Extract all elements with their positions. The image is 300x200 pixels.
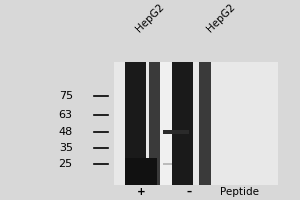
Text: HepG2: HepG2 (134, 2, 166, 34)
Bar (164, 130, 189, 134)
Bar (125, 158, 158, 185)
Bar (199, 62, 211, 185)
Text: –: – (186, 187, 191, 197)
Bar (148, 62, 160, 185)
Text: HepG2: HepG2 (205, 2, 237, 34)
Bar (160, 62, 172, 185)
Text: 75: 75 (58, 91, 73, 101)
Text: 35: 35 (59, 143, 73, 153)
Bar (125, 62, 146, 185)
Text: +: + (137, 187, 146, 197)
Bar (164, 163, 172, 165)
Text: 25: 25 (58, 159, 73, 169)
Bar (114, 62, 278, 185)
Text: 48: 48 (58, 127, 73, 137)
Text: Peptide: Peptide (220, 187, 259, 197)
Bar (172, 62, 193, 185)
Text: 63: 63 (59, 110, 73, 120)
